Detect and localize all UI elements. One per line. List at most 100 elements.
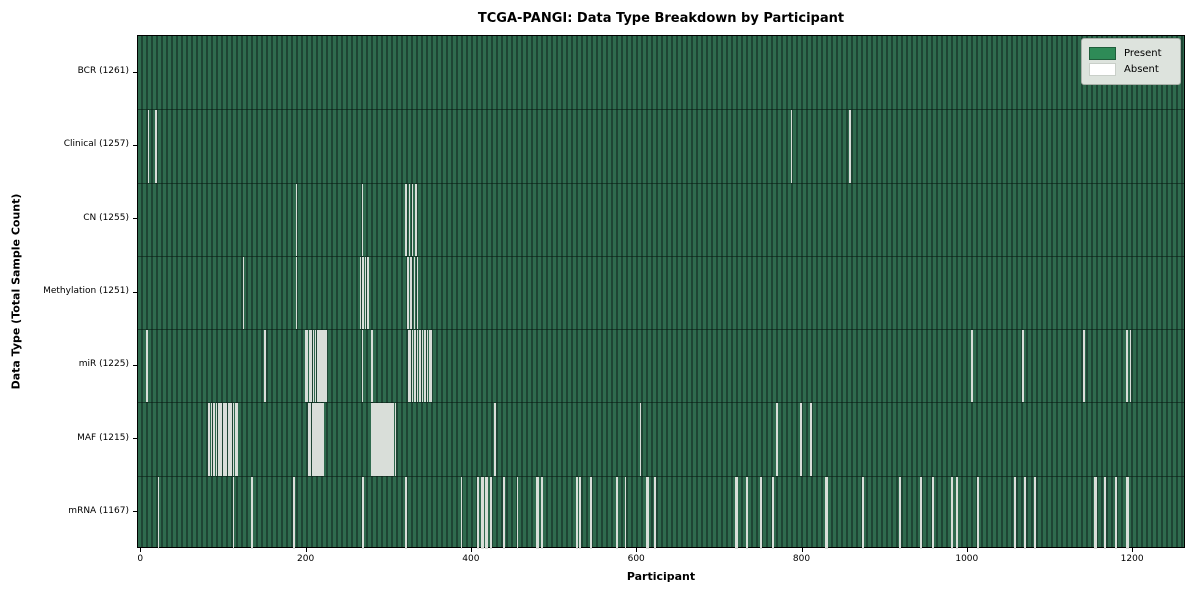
absent-stripe [971, 330, 973, 403]
absent-stripe [494, 403, 496, 476]
absent-stripe [362, 256, 364, 330]
y-tick-label: BCR (1261) [77, 66, 129, 77]
absent-stripe [590, 476, 592, 549]
legend-label: Present [1124, 48, 1162, 59]
y-tick-label: MAF (1215) [77, 432, 129, 443]
absent-stripe [736, 476, 738, 549]
heatmap-row-cn [138, 182, 1184, 256]
absent-swatch-icon [1089, 63, 1116, 76]
absent-stripe [424, 330, 426, 403]
absent-stripe [295, 183, 298, 256]
absent-stripe [304, 330, 307, 403]
absent-stripe [317, 330, 319, 403]
absent-stripe [236, 403, 238, 476]
absent-stripe [218, 403, 220, 476]
absent-stripe [430, 330, 433, 403]
absent-stripe [579, 476, 581, 549]
absent-stripe [426, 330, 429, 403]
absent-stripe [810, 403, 812, 476]
absent-stripe [1014, 476, 1017, 549]
absent-stripe [230, 403, 232, 476]
absent-stripe [384, 403, 387, 476]
absent-stripe [745, 476, 748, 549]
absent-stripe [386, 403, 388, 476]
legend-entry-absent: Absent [1089, 63, 1172, 76]
absent-stripe [772, 476, 774, 549]
y-tick-mark [133, 511, 137, 513]
absent-stripe [898, 476, 901, 549]
absent-stripe [242, 256, 245, 330]
absent-stripe [477, 476, 479, 549]
y-tick-mark [133, 71, 137, 73]
absent-stripe [374, 403, 377, 476]
absent-stripe [222, 403, 225, 476]
absent-stripe [321, 403, 323, 476]
x-tick-mark [636, 548, 638, 552]
absent-stripe [956, 476, 958, 549]
absent-stripe [411, 330, 414, 403]
absent-stripe [429, 330, 431, 403]
absent-stripe [314, 330, 317, 403]
absent-stripe [306, 330, 308, 403]
absent-stripe [361, 183, 364, 256]
absent-stripe [1083, 330, 1085, 403]
absent-stripe [825, 476, 828, 549]
absent-stripe [477, 476, 480, 549]
x-tick-label: 1000 [955, 554, 979, 564]
absent-stripe [415, 183, 417, 256]
absent-stripe [264, 330, 266, 403]
absent-stripe [364, 256, 367, 330]
y-tick-mark [133, 438, 137, 440]
absent-stripe [1094, 476, 1097, 549]
x-tick-mark [1132, 548, 1134, 552]
absent-stripe [227, 403, 230, 476]
absent-stripe [318, 330, 321, 403]
absent-stripe [486, 476, 488, 549]
absent-stripe [735, 476, 737, 549]
absent-stripe [760, 476, 763, 549]
absent-stripe [646, 476, 649, 549]
absent-stripe [416, 256, 419, 330]
absent-stripe [406, 256, 409, 330]
absent-stripe [490, 476, 492, 549]
absent-stripe [1104, 476, 1107, 549]
absent-stripe [1114, 476, 1117, 549]
absent-stripe [1094, 476, 1096, 549]
absent-stripe [590, 476, 593, 549]
absent-stripe [251, 476, 253, 549]
absent-stripe [310, 330, 312, 403]
absent-stripe [381, 403, 383, 476]
absent-stripe [414, 330, 416, 403]
absent-stripe [387, 403, 390, 476]
absent-stripe [485, 476, 487, 549]
absent-stripe [776, 403, 779, 476]
absent-stripe [481, 476, 484, 549]
x-tick-label: 0 [137, 554, 144, 564]
absent-stripe [576, 476, 579, 549]
absent-stripe [408, 183, 411, 256]
absent-stripe [322, 403, 325, 476]
heatmap-row-bcr [138, 36, 1184, 109]
absent-stripe [1127, 476, 1129, 549]
x-tick-mark [305, 548, 307, 552]
absent-stripe [407, 330, 410, 403]
absent-stripe [615, 476, 618, 549]
absent-stripe [460, 476, 463, 549]
legend-label: Absent [1124, 64, 1159, 75]
absent-stripe [371, 330, 374, 403]
plot-area [137, 35, 1185, 549]
absent-stripe [409, 330, 411, 403]
absent-stripe [976, 476, 979, 549]
absent-stripe [800, 403, 802, 476]
chart-title: TCGA-PANGI: Data Type Breakdown by Parti… [477, 11, 845, 26]
x-tick-mark [470, 548, 472, 552]
absent-stripe [323, 330, 326, 403]
absent-stripe [213, 403, 215, 476]
y-tick-mark [133, 144, 137, 146]
absent-stripe [293, 476, 295, 549]
absent-stripe [1103, 476, 1106, 549]
absent-stripe [825, 476, 827, 549]
y-tick-label: mRNA (1167) [68, 505, 129, 516]
absent-stripe [1022, 330, 1024, 403]
absent-stripe [639, 403, 642, 476]
